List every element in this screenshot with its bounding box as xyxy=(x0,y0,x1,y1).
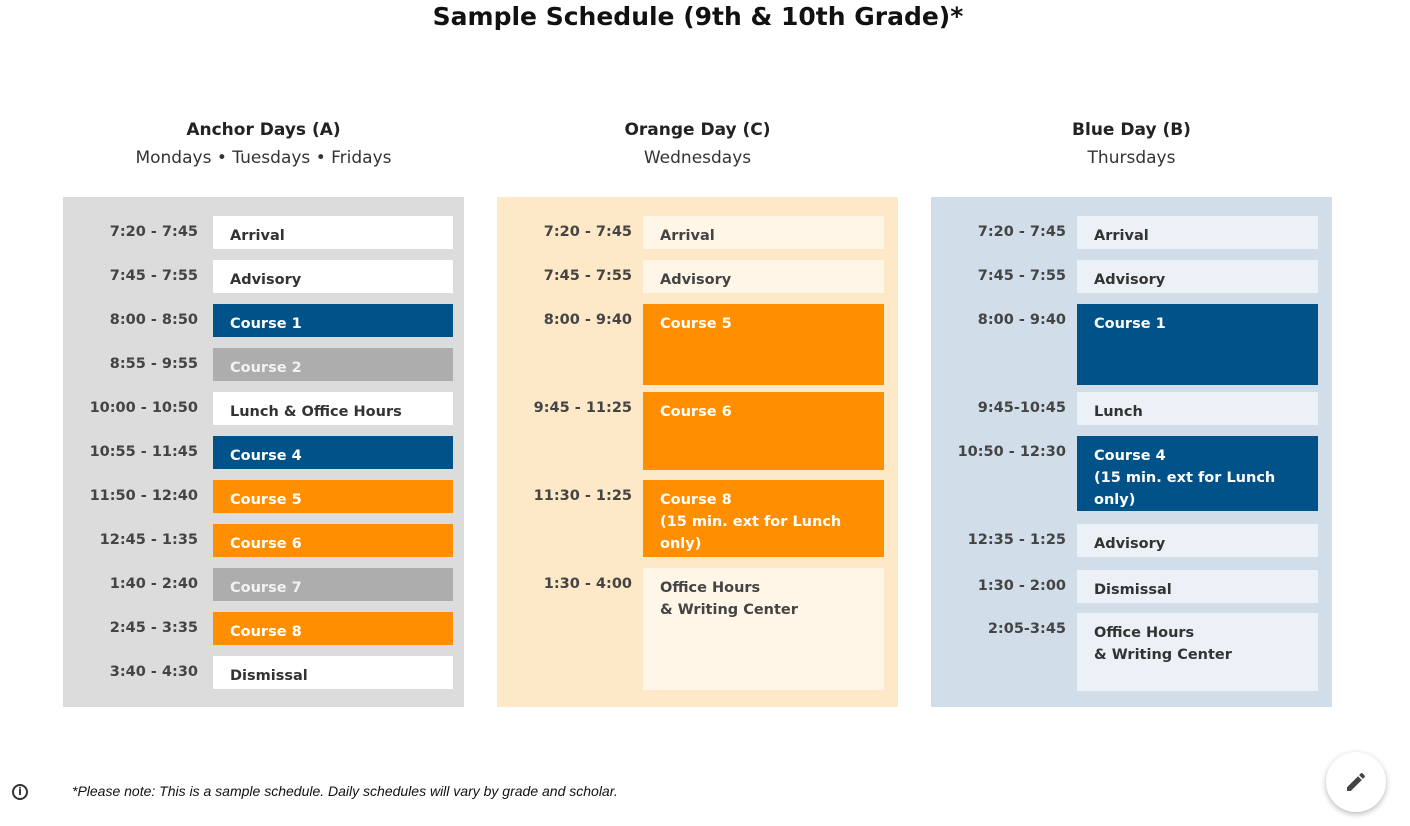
schedule-row: 12:35 - 1:25 Advisory xyxy=(931,524,1332,557)
schedule-row: 9:45-10:45 Lunch xyxy=(931,392,1332,425)
period-block: Advisory xyxy=(213,260,453,293)
time-label: 1:30 - 4:00 xyxy=(543,576,632,592)
period-block: Course 1 xyxy=(213,304,453,337)
footnote: *Please note: This is a sample schedule.… xyxy=(72,783,618,799)
schedule-row: 8:00 - 8:50 Course 1 xyxy=(63,304,464,337)
period-block: Arrival xyxy=(213,216,453,249)
period-block: Dismissal xyxy=(213,656,453,689)
schedule-row: 7:45 - 7:55 Advisory xyxy=(63,260,464,293)
schedule-row: 8:00 - 9:40 Course 1 xyxy=(931,304,1332,385)
schedule-row: 1:30 - 4:00 Office Hours & Writing Cente… xyxy=(497,568,898,690)
period-block: Office Hours & Writing Center xyxy=(1077,613,1318,691)
time-label: 8:00 - 8:50 xyxy=(109,312,198,328)
period-block: Dismissal xyxy=(1077,570,1318,603)
time-label: 8:00 - 9:40 xyxy=(543,312,632,328)
period-block: Lunch xyxy=(1077,392,1318,425)
time-label: 1:40 - 2:40 xyxy=(109,576,198,592)
column-subtitle: Wednesdays xyxy=(643,148,752,168)
schedule-row: 11:50 - 12:40 Course 5 xyxy=(63,480,464,513)
period-block: Arrival xyxy=(1077,216,1318,249)
period-block: Course 1 xyxy=(1077,304,1318,385)
time-label: 7:20 - 7:45 xyxy=(977,224,1066,240)
schedule-row: 2:05-3:45 Office Hours & Writing Center xyxy=(931,613,1332,691)
time-label: 7:20 - 7:45 xyxy=(109,224,198,240)
time-label: 8:55 - 9:55 xyxy=(109,356,198,372)
schedule-panel-anchor: 7:20 - 7:45 Arrival 7:45 - 7:55 Advisory… xyxy=(63,197,464,707)
schedule-row: 7:45 - 7:55 Advisory xyxy=(497,260,898,293)
period-block: Lunch & Office Hours xyxy=(213,392,453,425)
schedule-row: 7:20 - 7:45 Arrival xyxy=(63,216,464,249)
time-label: 2:45 - 3:35 xyxy=(109,620,198,636)
time-label: 7:45 - 7:55 xyxy=(977,268,1066,284)
schedule-row: 7:20 - 7:45 Arrival xyxy=(931,216,1332,249)
schedule-row: 10:00 - 10:50 Lunch & Office Hours xyxy=(63,392,464,425)
period-block: Advisory xyxy=(643,260,884,293)
time-label: 8:00 - 9:40 xyxy=(977,312,1066,328)
column-title: Blue Day (B) xyxy=(1072,120,1191,140)
schedule-row: 1:40 - 2:40 Course 7 xyxy=(63,568,464,601)
column-title: Anchor Days (A) xyxy=(186,120,341,140)
column-subtitle: Thursdays xyxy=(1087,148,1176,168)
column-header-blue: Blue Day (B) Thursdays xyxy=(931,118,1332,174)
period-block: Course 6 xyxy=(643,392,884,470)
time-label: 2:05-3:45 xyxy=(987,621,1066,637)
schedule-row: 10:55 - 11:45 Course 4 xyxy=(63,436,464,469)
time-label: 7:45 - 7:55 xyxy=(109,268,198,284)
schedule-row: 7:20 - 7:45 Arrival xyxy=(497,216,898,249)
time-label: 12:35 - 1:25 xyxy=(967,532,1066,548)
period-block: Course 2 xyxy=(213,348,453,381)
schedule-panel-blue: 7:20 - 7:45 Arrival 7:45 - 7:55 Advisory… xyxy=(931,197,1332,707)
schedule-row: 9:45 - 11:25 Course 6 xyxy=(497,392,898,470)
period-block: Course 5 xyxy=(213,480,453,513)
period-block: Course 4 (15 min. ext for Lunch only) xyxy=(1077,436,1318,511)
time-label: 10:50 - 12:30 xyxy=(957,444,1066,460)
time-label: 11:50 - 12:40 xyxy=(89,488,198,504)
schedule-row: 12:45 - 1:35 Course 6 xyxy=(63,524,464,557)
time-label: 9:45-10:45 xyxy=(977,400,1066,416)
page-title: Sample Schedule (9th & 10th Grade)* xyxy=(432,2,964,31)
period-block: Course 8 (15 min. ext for Lunch only) xyxy=(643,480,884,557)
schedule-row: 2:45 - 3:35 Course 8 xyxy=(63,612,464,645)
period-block: Course 6 xyxy=(213,524,453,557)
period-block: Advisory xyxy=(1077,260,1318,293)
schedule-row: 11:30 - 1:25 Course 8 (15 min. ext for L… xyxy=(497,480,898,557)
period-block: Course 5 xyxy=(643,304,884,385)
schedule-row: 1:30 - 2:00 Dismissal xyxy=(931,570,1332,603)
schedule-row: 10:50 - 12:30 Course 4 (15 min. ext for … xyxy=(931,436,1332,511)
time-label: 10:55 - 11:45 xyxy=(89,444,198,460)
schedule-row: 8:00 - 9:40 Course 5 xyxy=(497,304,898,385)
period-block: Office Hours & Writing Center xyxy=(643,568,884,690)
period-block: Course 8 xyxy=(213,612,453,645)
info-icon[interactable]: i xyxy=(12,784,28,800)
period-block: Course 7 xyxy=(213,568,453,601)
column-title: Orange Day (C) xyxy=(624,120,771,140)
period-block: Course 4 xyxy=(213,436,453,469)
time-label: 7:20 - 7:45 xyxy=(543,224,632,240)
column-header-orange: Orange Day (C) Wednesdays xyxy=(497,118,898,174)
time-label: 9:45 - 11:25 xyxy=(533,400,632,416)
time-label: 3:40 - 4:30 xyxy=(109,664,198,680)
column-subtitle: Mondays • Tuesdays • Fridays xyxy=(135,148,392,168)
time-label: 11:30 - 1:25 xyxy=(533,488,632,504)
edit-button[interactable] xyxy=(1326,752,1386,812)
period-block: Advisory xyxy=(1077,524,1318,557)
time-label: 10:00 - 10:50 xyxy=(89,400,198,416)
time-label: 1:30 - 2:00 xyxy=(977,578,1066,594)
schedule-panel-orange: 7:20 - 7:45 Arrival 7:45 - 7:55 Advisory… xyxy=(497,197,898,707)
pencil-icon xyxy=(1347,772,1366,791)
period-block: Arrival xyxy=(643,216,884,249)
column-header-anchor: Anchor Days (A) Mondays • Tuesdays • Fri… xyxy=(63,118,464,174)
time-label: 12:45 - 1:35 xyxy=(99,532,198,548)
schedule-row: 3:40 - 4:30 Dismissal xyxy=(63,656,464,689)
schedule-row: 7:45 - 7:55 Advisory xyxy=(931,260,1332,293)
schedule-row: 8:55 - 9:55 Course 2 xyxy=(63,348,464,381)
time-label: 7:45 - 7:55 xyxy=(543,268,632,284)
